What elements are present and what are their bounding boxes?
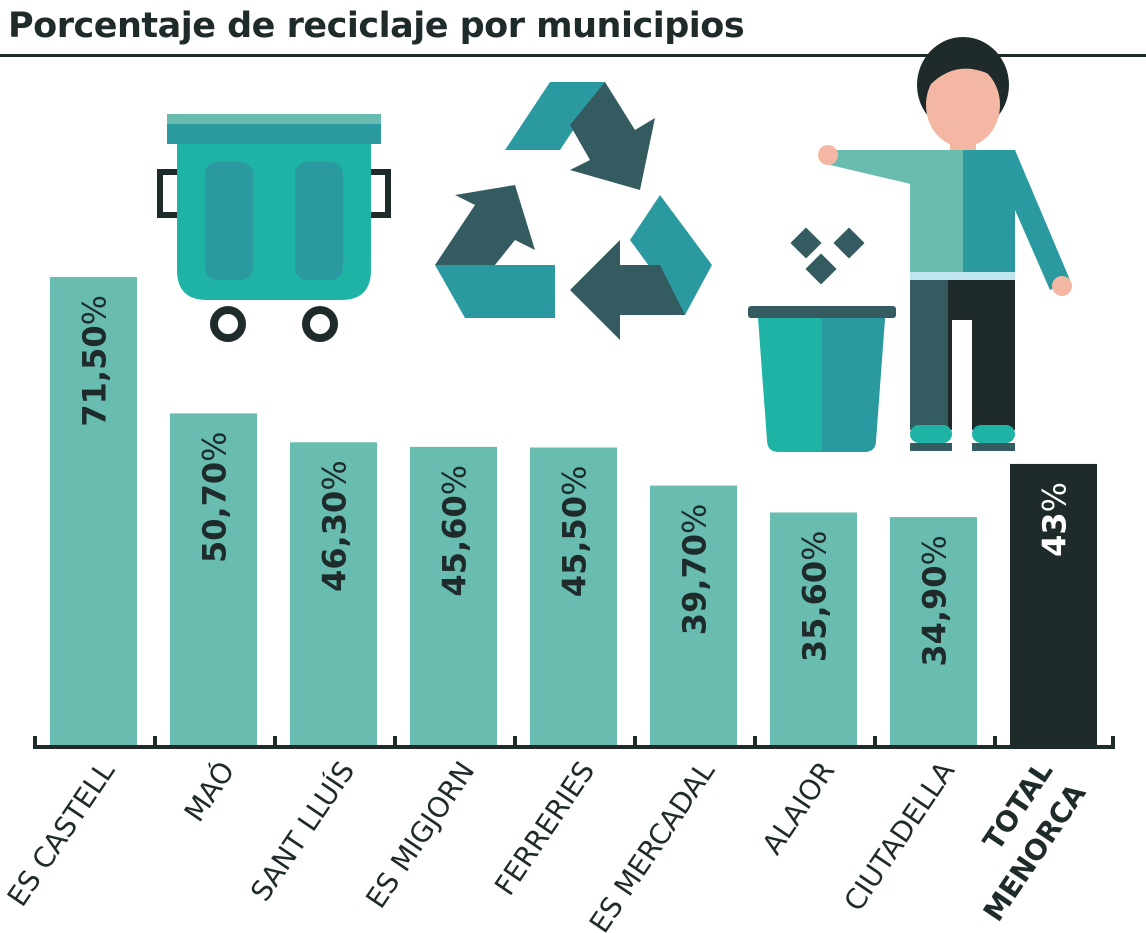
- value-label: 39,70%: [676, 504, 714, 636]
- title-divider: [0, 54, 1146, 57]
- dumpster-icon: [157, 114, 391, 342]
- bar: [650, 485, 737, 746]
- bar: [890, 517, 977, 746]
- person-recycling-icon: [748, 37, 1072, 452]
- bar: [530, 447, 617, 746]
- bar: [290, 442, 377, 746]
- chart-title: Porcentaje de reciclaje por municipios: [8, 6, 745, 46]
- bar: [770, 512, 857, 746]
- value-label: 34,90%: [916, 535, 954, 667]
- category-label: ES CASTELL: [1, 755, 122, 912]
- value-label: 43%: [1036, 482, 1074, 557]
- category-label: ES MIGJORN: [359, 755, 481, 914]
- value-label: 71,50%: [76, 295, 114, 427]
- bar: [410, 446, 497, 746]
- value-label: 35,60%: [796, 530, 834, 662]
- bar: [1010, 463, 1097, 746]
- category-label: MAÓ: [177, 755, 241, 828]
- bar: [50, 276, 137, 746]
- category-label: FERRERIES: [488, 755, 601, 901]
- bar: [170, 413, 257, 746]
- value-label: 45,60%: [436, 465, 474, 597]
- value-label: 46,30%: [316, 460, 354, 592]
- category-label: SANT LLUÍS: [243, 755, 361, 907]
- category-label: ES MERCADAL: [583, 755, 722, 933]
- value-label: 50,70%: [196, 431, 234, 563]
- value-label: 45,50%: [556, 466, 594, 598]
- recycle-icon: [435, 82, 712, 340]
- category-label: ALAIOR: [756, 755, 842, 860]
- category-label: CIUTADELLA: [837, 755, 961, 917]
